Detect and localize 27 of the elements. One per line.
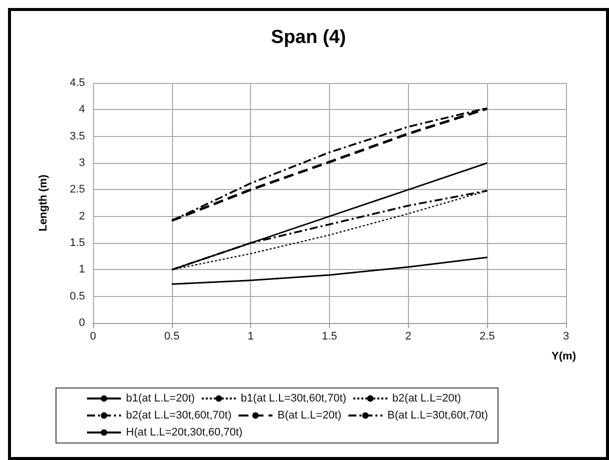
x-tick-label: 2 xyxy=(405,330,412,342)
x-tick-label: 2.5 xyxy=(480,330,495,342)
legend-label: b1(at L.L=20t) xyxy=(126,392,195,404)
legend-label: b1(at L.L=30t,60t,70t) xyxy=(240,392,346,404)
y-tick-label: 3 xyxy=(78,157,85,169)
y-axis-title: Length (m) xyxy=(38,174,50,232)
x-tick-label: 3 xyxy=(562,330,570,342)
chart-title: Span (4) xyxy=(271,27,346,48)
y-tick-label: 0.5 xyxy=(70,290,85,302)
y-tick-label: 0 xyxy=(78,317,85,329)
legend-label: b2(at L.L=20t) xyxy=(392,392,462,404)
y-tick-label: 1 xyxy=(78,264,85,276)
y-tick-label: 2 xyxy=(78,210,85,222)
x-tick-label: 1 xyxy=(248,330,254,342)
y-tick-label: 4 xyxy=(78,104,85,116)
x-tick-label: 0 xyxy=(90,330,96,342)
y-tick-label: 3.5 xyxy=(70,130,85,142)
x-axis-title: Y(m) xyxy=(552,350,576,362)
y-tick-label: 2.5 xyxy=(70,184,85,196)
legend-label: b2(at L.L=30t,60t,70t) xyxy=(126,410,232,422)
legend-label: B(at L.L=20t) xyxy=(277,410,342,422)
y-tick-label: 4.5 xyxy=(70,77,85,89)
x-tick-label: 1.5 xyxy=(322,330,338,342)
x-tick-label: 0.5 xyxy=(164,330,180,342)
y-tick-label: 1.5 xyxy=(70,237,85,249)
legend-label: H(at L.L=20t,30t,60,70t) xyxy=(126,426,242,438)
legend-label: B(at L.L=30t,60t,70t) xyxy=(387,410,488,422)
